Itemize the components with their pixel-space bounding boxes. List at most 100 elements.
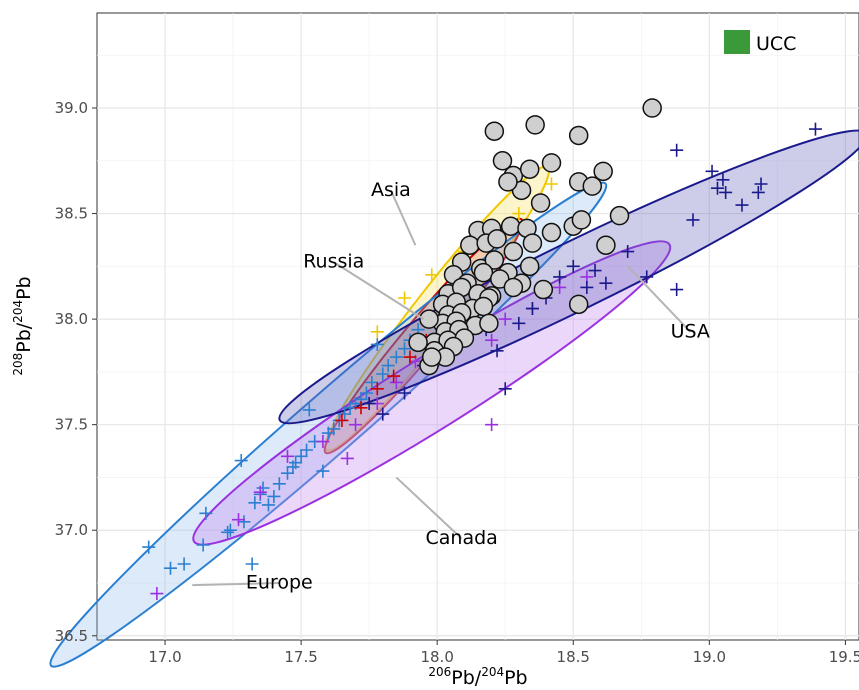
point-europe xyxy=(398,342,412,356)
point-ucc xyxy=(473,296,494,317)
point-usa xyxy=(490,344,504,358)
point-usa xyxy=(580,280,594,294)
leader-line-russia xyxy=(333,261,425,320)
point-asia xyxy=(370,325,384,339)
leader-line-usa xyxy=(626,265,691,333)
x-tick-label: 18.0 xyxy=(420,648,453,666)
point-ucc xyxy=(609,205,630,226)
point-usa xyxy=(754,177,768,191)
point-europe xyxy=(248,496,262,510)
y-axis-title-part2: Pb xyxy=(13,276,35,300)
point-canada xyxy=(485,333,499,347)
point-usa xyxy=(588,264,602,278)
point-ucc xyxy=(568,294,589,315)
point-ucc xyxy=(473,262,494,283)
point-europe xyxy=(389,350,403,364)
point-usa xyxy=(640,270,654,284)
point-europe xyxy=(289,456,303,470)
label-canada: Canada xyxy=(426,527,498,549)
legend-label-ucc: UCC xyxy=(756,33,796,55)
point-usa xyxy=(751,185,765,199)
point-canada xyxy=(498,312,512,326)
y-tick-label: 38.0 xyxy=(55,310,88,328)
x-axis-title: 206Pb/204Pb xyxy=(428,665,527,689)
point-ucc xyxy=(533,279,554,300)
point-ucc xyxy=(582,176,603,196)
point-canada xyxy=(340,451,354,465)
point-ucc xyxy=(484,250,505,270)
point-ucc xyxy=(460,235,480,255)
point-usa xyxy=(670,283,684,297)
point-russia xyxy=(403,350,417,364)
x-axis-title-part2: Pb xyxy=(504,667,528,689)
point-russia xyxy=(387,369,401,383)
y-axis-title: 208Pb/204Pb xyxy=(11,276,35,375)
point-usa xyxy=(808,122,822,136)
x-axis-title-sup1: 206 xyxy=(428,665,451,679)
legend: UCC xyxy=(724,30,796,55)
point-usa xyxy=(686,213,700,227)
point-europe xyxy=(281,466,294,480)
point-ucc xyxy=(525,115,545,135)
point-europe xyxy=(199,506,213,520)
point-ucc xyxy=(593,161,613,182)
x-tick-label: 17.0 xyxy=(148,648,181,666)
point-ucc xyxy=(419,309,439,329)
y-tick-label: 36.5 xyxy=(55,627,88,645)
point-usa xyxy=(498,382,512,396)
label-asia: Asia xyxy=(371,179,411,201)
point-ucc xyxy=(541,222,562,243)
grid-lines xyxy=(97,13,859,640)
point-russia xyxy=(354,401,368,415)
y-axis-title-sup1: 208 xyxy=(11,353,25,376)
point-europe xyxy=(177,557,191,571)
point-europe xyxy=(294,449,308,463)
point-russia xyxy=(335,413,349,427)
point-canada xyxy=(349,418,363,432)
point-europe xyxy=(221,525,235,539)
point-europe xyxy=(163,561,177,575)
region-labels: Asia Russia USA Canada Europe xyxy=(192,179,710,594)
point-usa xyxy=(621,245,635,259)
x-axis-title-part1: Pb/ xyxy=(451,667,482,689)
point-canada xyxy=(389,375,403,389)
point-ucc xyxy=(522,233,543,253)
point-europe xyxy=(370,337,384,351)
point-europe xyxy=(234,454,248,468)
point-asia xyxy=(512,207,526,221)
point-canada xyxy=(281,449,294,463)
point-europe xyxy=(302,403,316,417)
point-ucc xyxy=(503,241,524,262)
point-usa xyxy=(525,302,539,316)
point-ucc xyxy=(571,210,592,230)
point-ucc xyxy=(596,235,616,255)
y-tick-label: 38.5 xyxy=(55,205,88,223)
y-tick-label: 37.5 xyxy=(55,416,88,434)
point-canada xyxy=(485,418,499,432)
point-europe xyxy=(316,464,330,478)
point-europe xyxy=(338,407,352,421)
label-russia: Russia xyxy=(303,251,364,273)
point-ucc xyxy=(498,172,518,192)
point-ucc xyxy=(421,347,442,367)
point-europe xyxy=(237,515,251,529)
point-ucc xyxy=(519,159,540,179)
x-tick-label: 17.5 xyxy=(284,648,317,666)
x-tick-label: 18.5 xyxy=(557,648,590,666)
point-ucc xyxy=(568,125,589,146)
data-markers xyxy=(142,98,822,601)
y-axis-title-sup2: 204 xyxy=(11,300,25,323)
point-asia xyxy=(425,268,439,282)
point-ucc xyxy=(487,229,507,249)
point-usa xyxy=(566,259,580,273)
leader-line-canada xyxy=(395,476,463,540)
point-ucc xyxy=(479,313,499,334)
point-ucc xyxy=(530,193,551,213)
legend-key-ucc xyxy=(724,30,750,54)
point-ucc xyxy=(541,153,562,173)
point-europe xyxy=(300,443,314,457)
point-asia xyxy=(544,177,558,191)
point-canada xyxy=(316,435,330,449)
point-europe xyxy=(359,386,373,400)
